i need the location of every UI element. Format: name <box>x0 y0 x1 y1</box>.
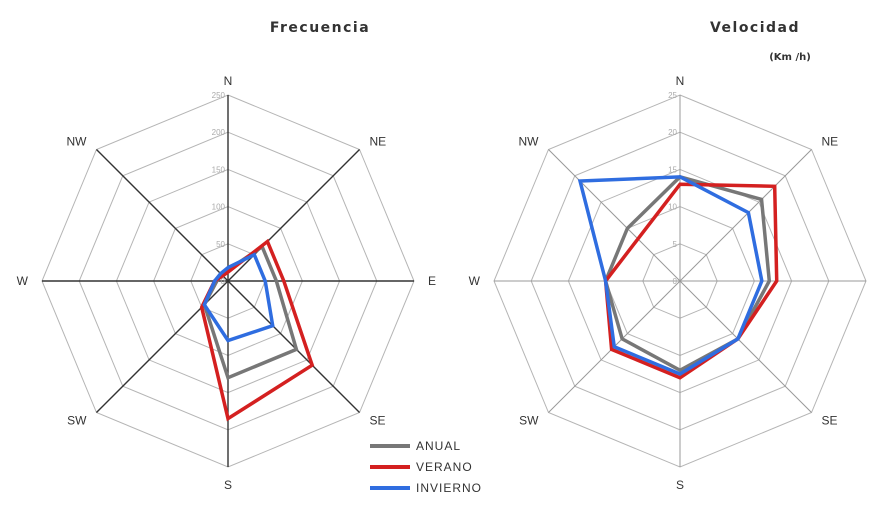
series-anual <box>603 174 772 373</box>
direction-label-n: N <box>676 74 685 88</box>
tick-label: 5 <box>673 240 678 249</box>
direction-label-ne: NE <box>370 134 387 148</box>
direction-label-ne: NE <box>822 134 839 148</box>
tick-label: 150 <box>212 165 226 174</box>
tick-label: 200 <box>212 128 226 137</box>
series-verano <box>199 238 315 422</box>
direction-label-se: SE <box>370 414 386 428</box>
chart-title: Velocidad <box>710 20 800 36</box>
direction-label-n: N <box>224 74 233 88</box>
legend-label-invierno: INVIERNO <box>416 481 482 495</box>
chart-subtitle: (Km /h) <box>769 52 811 63</box>
direction-label-e: E <box>428 274 436 288</box>
chart-title: Frecuencia <box>270 20 370 36</box>
direction-label-nw: NW <box>66 134 87 148</box>
spoke-ne <box>679 149 812 282</box>
tick-label: 10 <box>668 203 677 212</box>
legend-label-verano: VERANO <box>416 460 473 474</box>
direction-label-w: W <box>17 274 29 288</box>
velocidad-radar-chart: 0510152025NNEESESSWWNWVelocidad(Km /h) <box>469 20 867 492</box>
tick-label: 100 <box>212 203 226 212</box>
legend: ANUAL VERANO INVIERNO <box>370 439 482 495</box>
direction-label-sw: SW <box>519 414 539 428</box>
tick-label: 250 <box>212 91 226 100</box>
frecuencia-radar-chart: 0 50 100 150 200 250 N NE E SE S SW W NW Frecuencia <box>17 20 436 492</box>
direction-label-w: W <box>469 274 481 288</box>
tick-label: 0 <box>673 277 678 286</box>
series-invierno <box>577 175 764 376</box>
spoke-ne <box>227 148 361 282</box>
legend-label-anual: ANUAL <box>416 439 461 453</box>
direction-label-s: S <box>676 478 684 492</box>
series-verano <box>603 182 779 380</box>
tick-label: 50 <box>216 240 225 249</box>
direction-label-s: S <box>224 478 232 492</box>
spoke-se <box>227 280 361 414</box>
series-invierno <box>202 252 275 343</box>
tick-label: 0 <box>221 277 226 286</box>
spoke-nw <box>95 148 229 282</box>
direction-label-sw: SW <box>67 414 87 428</box>
direction-label-se: SE <box>822 414 838 428</box>
direction-label-nw: NW <box>518 134 539 148</box>
spoke-se <box>679 280 812 413</box>
tick-label: 15 <box>668 165 677 174</box>
tick-label: 20 <box>668 128 677 137</box>
tick-label: 25 <box>668 91 677 100</box>
series-anual <box>202 244 299 381</box>
spoke-nw <box>548 149 681 282</box>
